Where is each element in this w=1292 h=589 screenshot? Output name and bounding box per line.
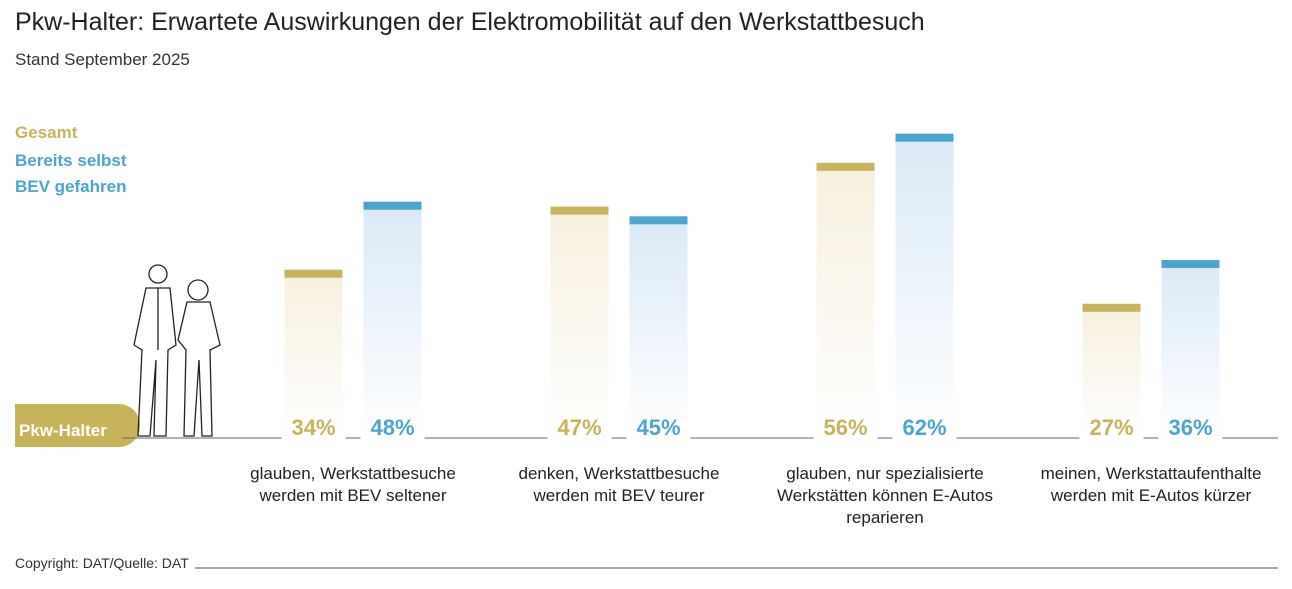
bar [895, 133, 954, 435]
bar-cap [895, 133, 954, 142]
value-label: 45% [636, 415, 681, 440]
value-label: 48% [370, 415, 415, 440]
value-label: 36% [1168, 415, 1213, 440]
bar [284, 269, 343, 435]
people-illustration [133, 264, 221, 437]
value-label: 56% [823, 415, 868, 440]
bar-cap [1082, 303, 1141, 312]
group-pill [15, 404, 140, 447]
chart-subtitle: Stand September 2025 [15, 50, 190, 69]
bar [550, 206, 609, 435]
bar-cap [363, 201, 422, 210]
category-label: denken, Werkstattbesuche werden mit BEV … [518, 464, 720, 505]
bar [1082, 303, 1141, 435]
group-pill-left [15, 404, 45, 447]
bar-cap [1161, 260, 1220, 269]
bar [1161, 260, 1220, 435]
bar-cap [284, 269, 343, 278]
group-label: Pkw-Halter [19, 421, 107, 440]
value-label: 27% [1089, 415, 1134, 440]
category-label: glauben, nur spezialisierte Werkstätten … [776, 464, 994, 527]
legend-entry: Bereits selbst BEV gefahren [15, 151, 127, 196]
bar [816, 162, 875, 435]
bar [629, 216, 688, 435]
bar [363, 201, 422, 435]
category-label: glauben, Werkstattbesuche werden mit BEV… [250, 464, 456, 505]
bar-cap [629, 216, 688, 225]
source: Copyright: DAT/Quelle: DAT [15, 555, 189, 571]
category-label: meinen, Werkstattaufenthalte werden mit … [1040, 464, 1262, 505]
bar-cap [816, 162, 875, 171]
value-label: 62% [902, 415, 947, 440]
legend-entry: Gesamt [15, 123, 78, 142]
chart-title: Pkw-Halter: Erwartete Auswirkungen der E… [15, 8, 925, 36]
value-label: 47% [557, 415, 602, 440]
value-label: 34% [291, 415, 336, 440]
bar-cap [550, 206, 609, 215]
